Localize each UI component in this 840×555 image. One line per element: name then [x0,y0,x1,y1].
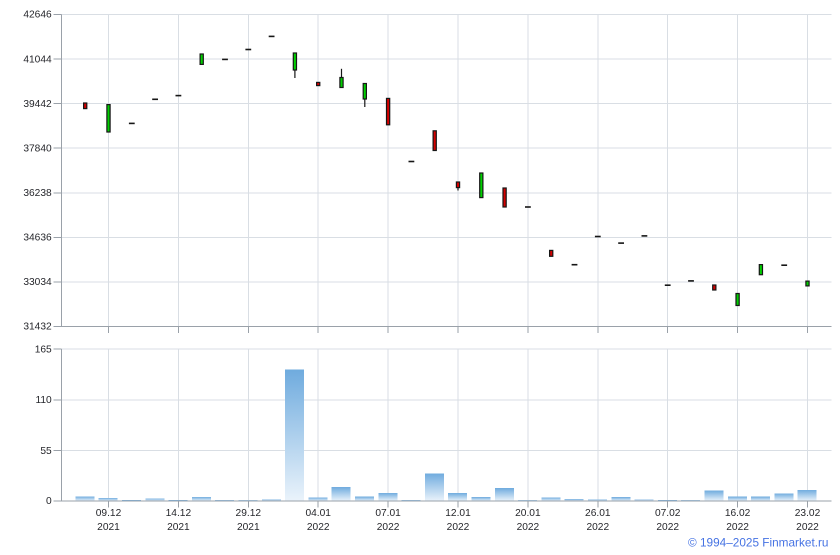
svg-text:2021: 2021 [97,522,120,533]
svg-text:39442: 39442 [23,99,52,110]
svg-text:2022: 2022 [796,522,819,533]
svg-text:2021: 2021 [237,522,260,533]
svg-text:26.01: 26.01 [585,508,611,519]
svg-text:2022: 2022 [377,522,400,533]
svg-text:12.01: 12.01 [445,508,471,519]
svg-text:36238: 36238 [23,188,52,199]
svg-text:09.12: 09.12 [96,508,122,519]
svg-text:165: 165 [35,344,52,355]
svg-text:14.12: 14.12 [166,508,192,519]
svg-text:42646: 42646 [23,10,52,21]
svg-text:2022: 2022 [447,522,470,533]
svg-text:31432: 31432 [23,322,52,333]
svg-text:110: 110 [35,395,52,406]
svg-text:20.01: 20.01 [515,508,541,519]
svg-text:07.01: 07.01 [375,508,401,519]
svg-text:41044: 41044 [23,54,52,65]
svg-text:33034: 33034 [23,277,52,288]
svg-text:07.02: 07.02 [655,508,681,519]
svg-text:29.12: 29.12 [236,508,262,519]
svg-text:04.01: 04.01 [305,508,331,519]
svg-text:2022: 2022 [726,522,749,533]
svg-text:2021: 2021 [167,522,190,533]
svg-text:2022: 2022 [517,522,540,533]
svg-text:0: 0 [46,496,52,507]
svg-text:55: 55 [40,446,52,457]
svg-text:2022: 2022 [656,522,679,533]
svg-text:34636: 34636 [23,233,52,244]
svg-text:16.02: 16.02 [725,508,751,519]
svg-text:2022: 2022 [586,522,609,533]
svg-text:2022: 2022 [307,522,330,533]
svg-text:© 1994–2025 Finmarket.ru: © 1994–2025 Finmarket.ru [688,535,829,549]
svg-text:37840: 37840 [23,143,52,154]
svg-text:23.02: 23.02 [795,508,821,519]
